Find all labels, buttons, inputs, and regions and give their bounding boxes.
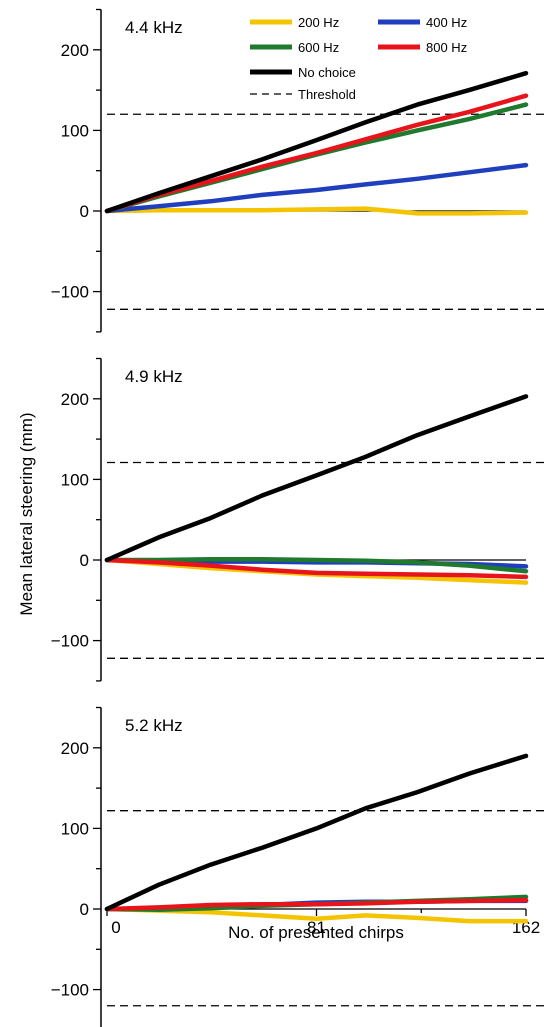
y-tick-label: 200	[61, 41, 89, 60]
y-tick-label: 200	[61, 739, 89, 758]
series-line-no-choice	[104, 70, 529, 214]
panel-label: 5.2 kHz	[125, 716, 183, 735]
y-axis-label: Mean lateral steering (mm)	[17, 412, 36, 615]
y-tick-label: 100	[61, 121, 89, 140]
series-line-800-hz	[104, 897, 529, 912]
x-tick-label: 0	[111, 918, 120, 937]
y-tick-label: 0	[80, 900, 89, 919]
panel-1: −100 0 100 200 4.4 kHz	[51, 8, 546, 333]
panel-2: −100 0 100 200 4.9 kHz	[51, 357, 546, 682]
legend-label: 400 Hz	[426, 15, 467, 30]
legend-label: 600 Hz	[298, 40, 339, 55]
y-tick-label: 200	[61, 390, 89, 409]
series-line-600-hz	[104, 556, 529, 574]
legend-label: 800 Hz	[426, 40, 467, 55]
series-line-200-hz	[104, 206, 529, 216]
y-tick-label: 0	[80, 551, 89, 570]
y-tick-label: −100	[51, 283, 89, 302]
panel-label: 4.9 kHz	[125, 367, 183, 386]
legend-label: 200 Hz	[298, 15, 339, 30]
x-axis-label: No. of presented chirps	[228, 923, 404, 942]
x-tick-label: 81	[307, 918, 326, 937]
series-line-400-hz	[104, 162, 529, 214]
panel-label: 4.4 kHz	[125, 18, 183, 37]
legend: 200 Hz 400 Hz 600 Hz 800 Hz No choice Thresho…	[250, 15, 467, 102]
legend-label: No choice	[298, 65, 356, 80]
y-tick-label: −100	[51, 981, 89, 1000]
series-line-800-hz	[104, 557, 529, 580]
series-line-800-hz	[104, 93, 529, 214]
y-tick-label: 100	[61, 819, 89, 838]
y-tick-label: 100	[61, 470, 89, 489]
series-line-600-hz	[104, 102, 529, 214]
legend-label: Threshold	[298, 87, 356, 102]
series-line-no-choice	[104, 394, 529, 563]
series-line-no-choice	[104, 753, 529, 912]
y-tick-label: 0	[80, 202, 89, 221]
y-tick-label: −100	[51, 632, 89, 651]
